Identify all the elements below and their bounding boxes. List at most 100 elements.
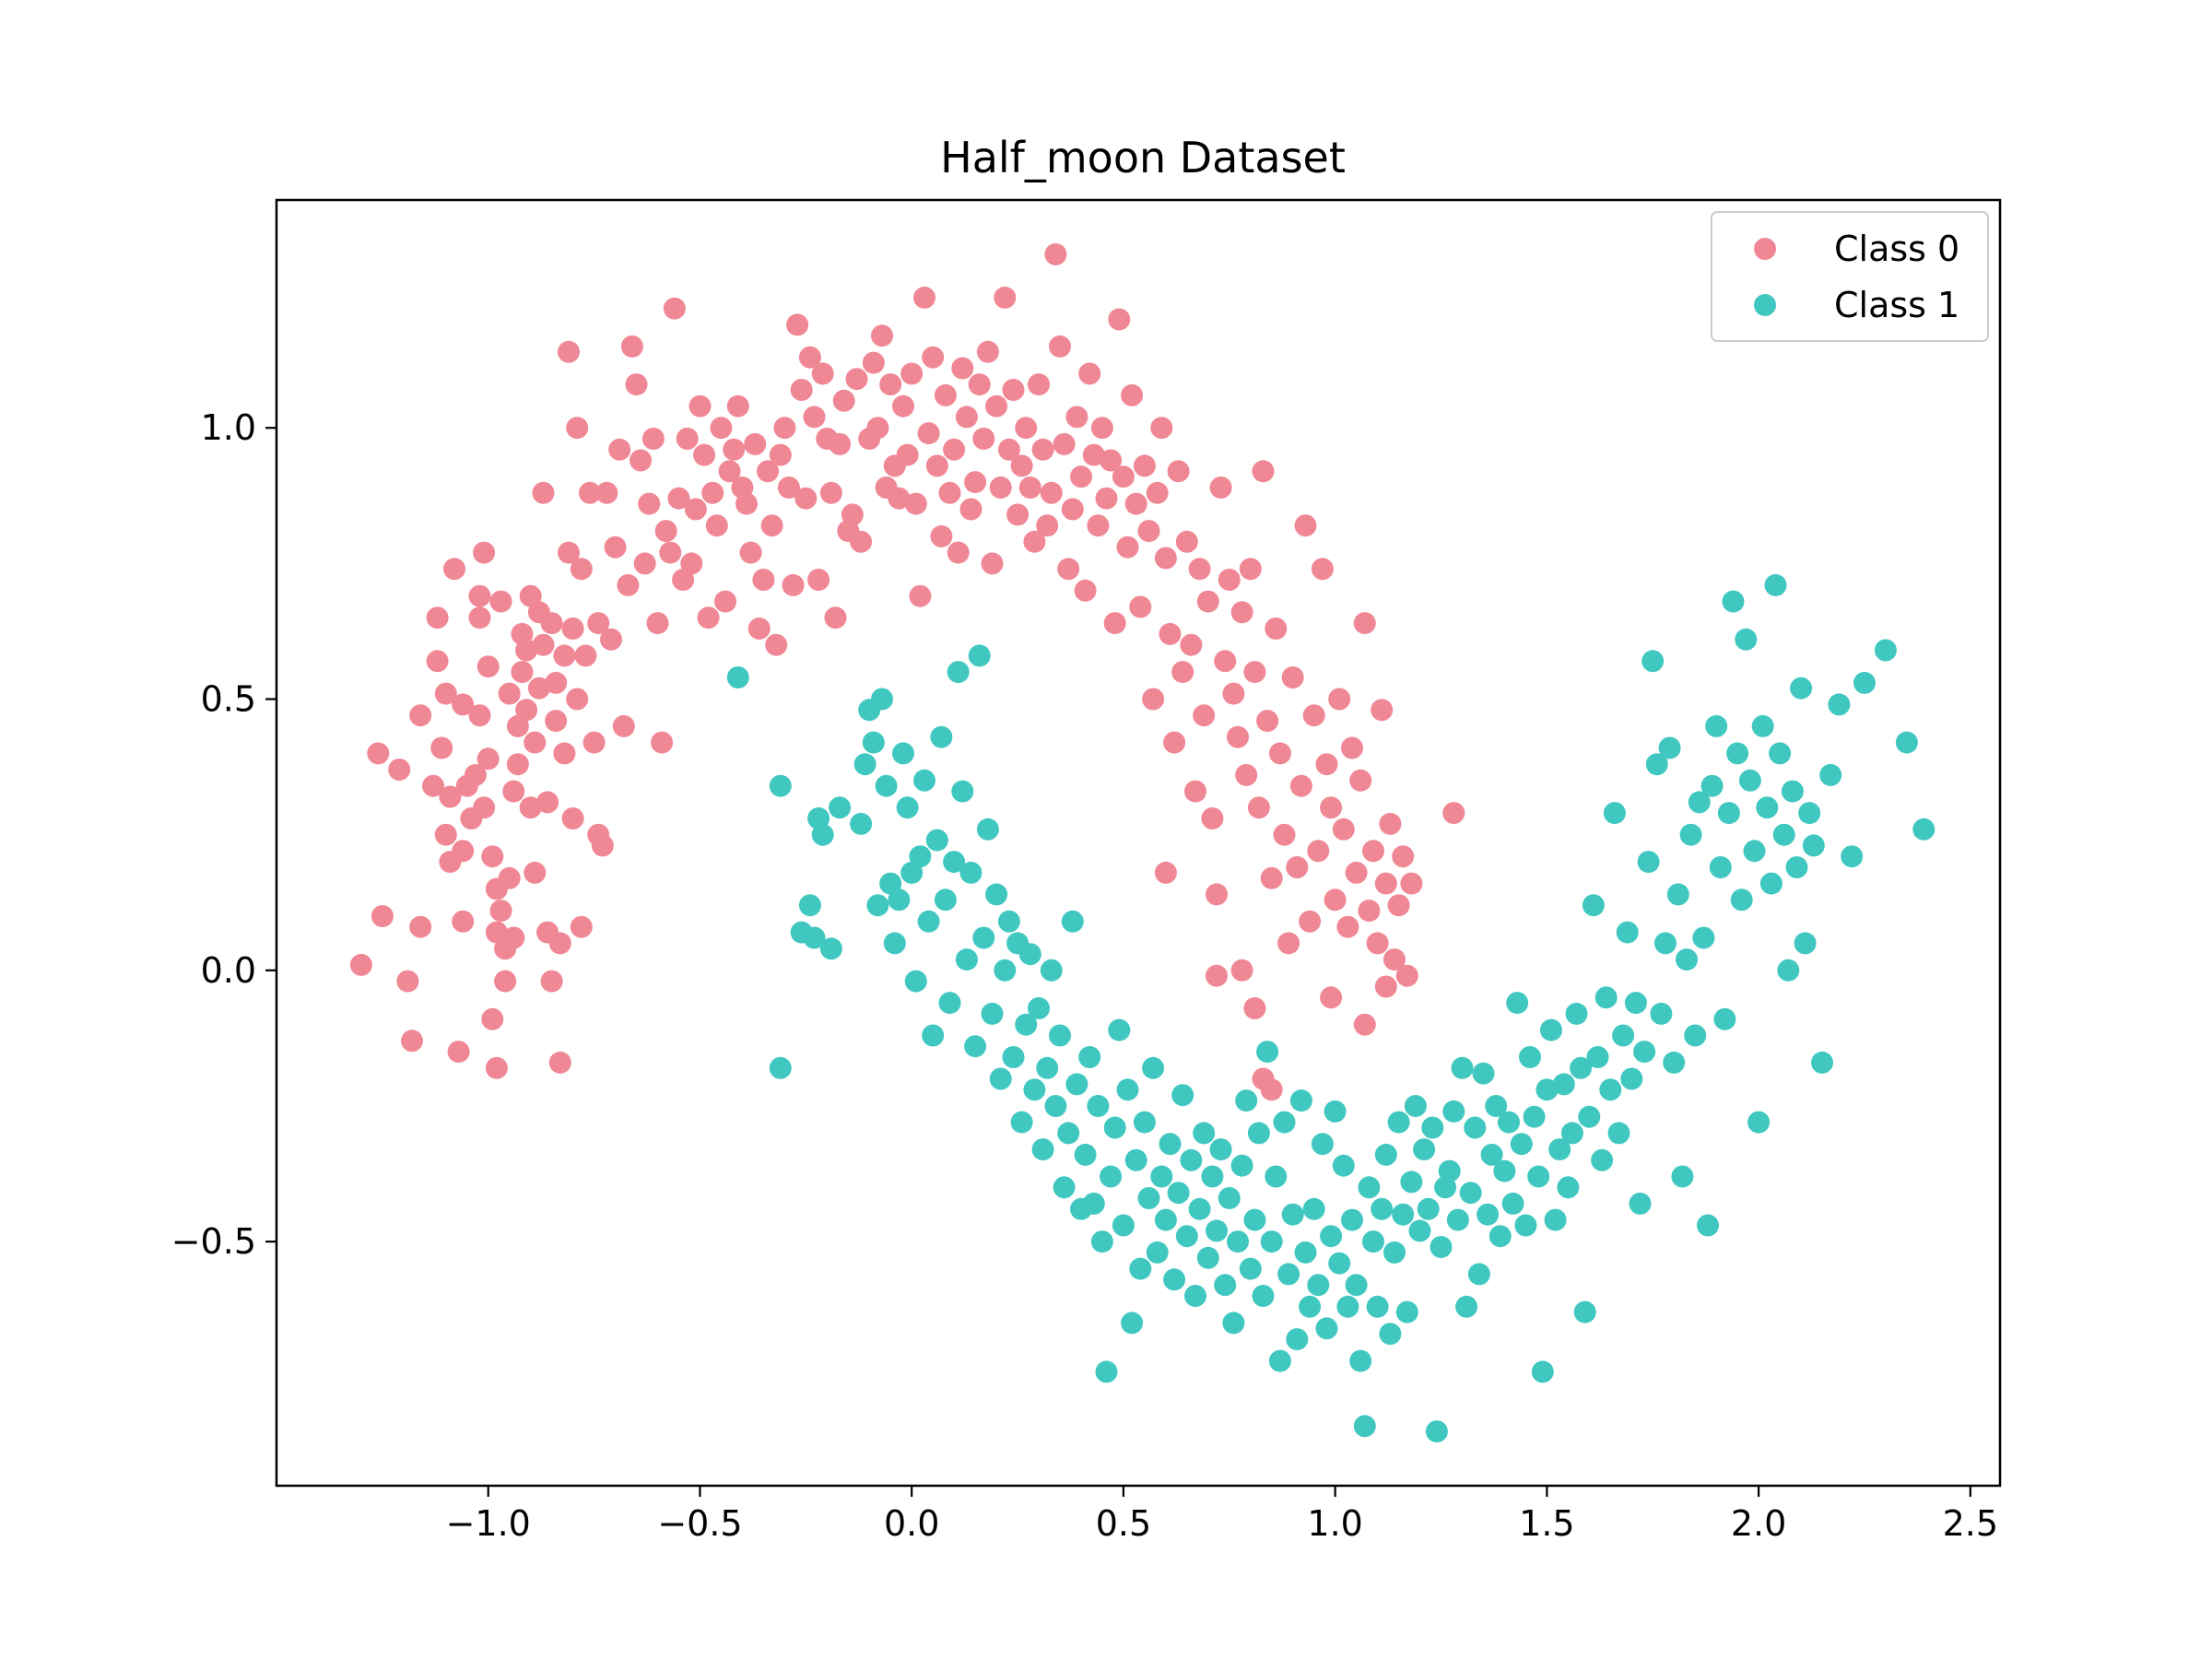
data-point [1692,926,1715,949]
data-point [726,666,749,688]
data-point [972,428,995,450]
data-point [1294,514,1317,537]
data-point [959,498,982,521]
data-point [367,742,390,765]
data-point [1311,558,1334,581]
data-point [1100,1165,1123,1188]
data-point [1103,1116,1126,1139]
data-point [875,774,898,797]
data-point [1341,1208,1363,1231]
data-point [1057,558,1080,581]
data-point [964,471,987,494]
data-point [1031,438,1054,461]
data-point [1328,1252,1351,1275]
data-point [401,1030,423,1053]
data-point [519,584,542,607]
data-point [1371,1197,1394,1220]
data-point [1150,417,1173,440]
data-point [989,1067,1012,1090]
data-point [1565,1002,1588,1025]
data-point [862,351,885,374]
data-point [994,286,1017,309]
x-tick-label: −0.5 [657,1503,742,1544]
data-point [1070,465,1092,488]
data-point [1446,1208,1469,1231]
data-point [1214,650,1237,673]
legend-marker [1754,294,1776,316]
data-point [1196,1246,1219,1269]
data-point [1455,1295,1478,1318]
data-point [519,796,542,819]
data-point [1057,1122,1080,1145]
data-point [633,552,656,575]
data-point [735,492,758,515]
data-point [951,357,974,380]
data-point [1154,861,1177,884]
data-point [1074,1143,1097,1166]
data-point [1100,449,1123,472]
data-point [1065,1073,1088,1096]
data-point [1591,1148,1614,1171]
data-point [1594,986,1618,1009]
data-point [468,704,491,727]
data-point [1222,1312,1245,1335]
legend-label: Class 0 [1834,229,1959,269]
data-point [976,818,999,841]
data-point [620,335,643,358]
data-point [1336,915,1359,938]
data-point [1036,514,1059,537]
data-point [790,379,813,401]
data-point [591,834,614,857]
data-point [468,606,491,629]
data-point [1188,1197,1211,1220]
data-point [1362,1230,1384,1253]
data-point [1222,682,1245,705]
data-point [1332,1154,1355,1177]
data-point [1002,379,1025,401]
data-point [888,487,911,510]
data-point [1289,774,1312,797]
data-point [1726,742,1749,765]
data-point [489,900,512,923]
data-point [705,514,728,537]
data-point [1379,1323,1402,1346]
data-point [638,492,661,515]
data-point [1353,1013,1376,1036]
data-point [1218,1187,1241,1209]
data-point [1260,866,1283,889]
data-point [1090,417,1113,440]
data-point [473,541,496,564]
data-point [1049,335,1071,358]
data-point [943,851,966,874]
data-point [1121,383,1144,406]
data-point [1540,1018,1562,1041]
data-point [506,714,529,737]
data-point [782,573,805,596]
data-point [900,861,924,884]
data-point [688,394,712,418]
data-point [1336,1295,1359,1318]
data-point [1023,1078,1046,1101]
x-tick-label: −1.0 [446,1503,531,1544]
data-point [1010,454,1033,477]
data-point [968,373,991,396]
data-point [1684,1024,1707,1047]
data-point [1256,1041,1279,1064]
data-point [452,693,475,716]
data-point [1362,840,1384,863]
data-point [676,428,699,450]
data-point [502,926,525,949]
data-point [723,438,746,461]
data-point [1345,1274,1368,1297]
data-point [515,699,538,722]
data-point [938,481,961,504]
data-point [1142,688,1165,711]
data-point [1040,959,1063,982]
data-point [1230,601,1253,624]
data-point [997,438,1020,461]
data-point [1671,1165,1694,1188]
data-point [832,389,855,412]
data-point [422,774,444,797]
data-point [1196,590,1219,613]
